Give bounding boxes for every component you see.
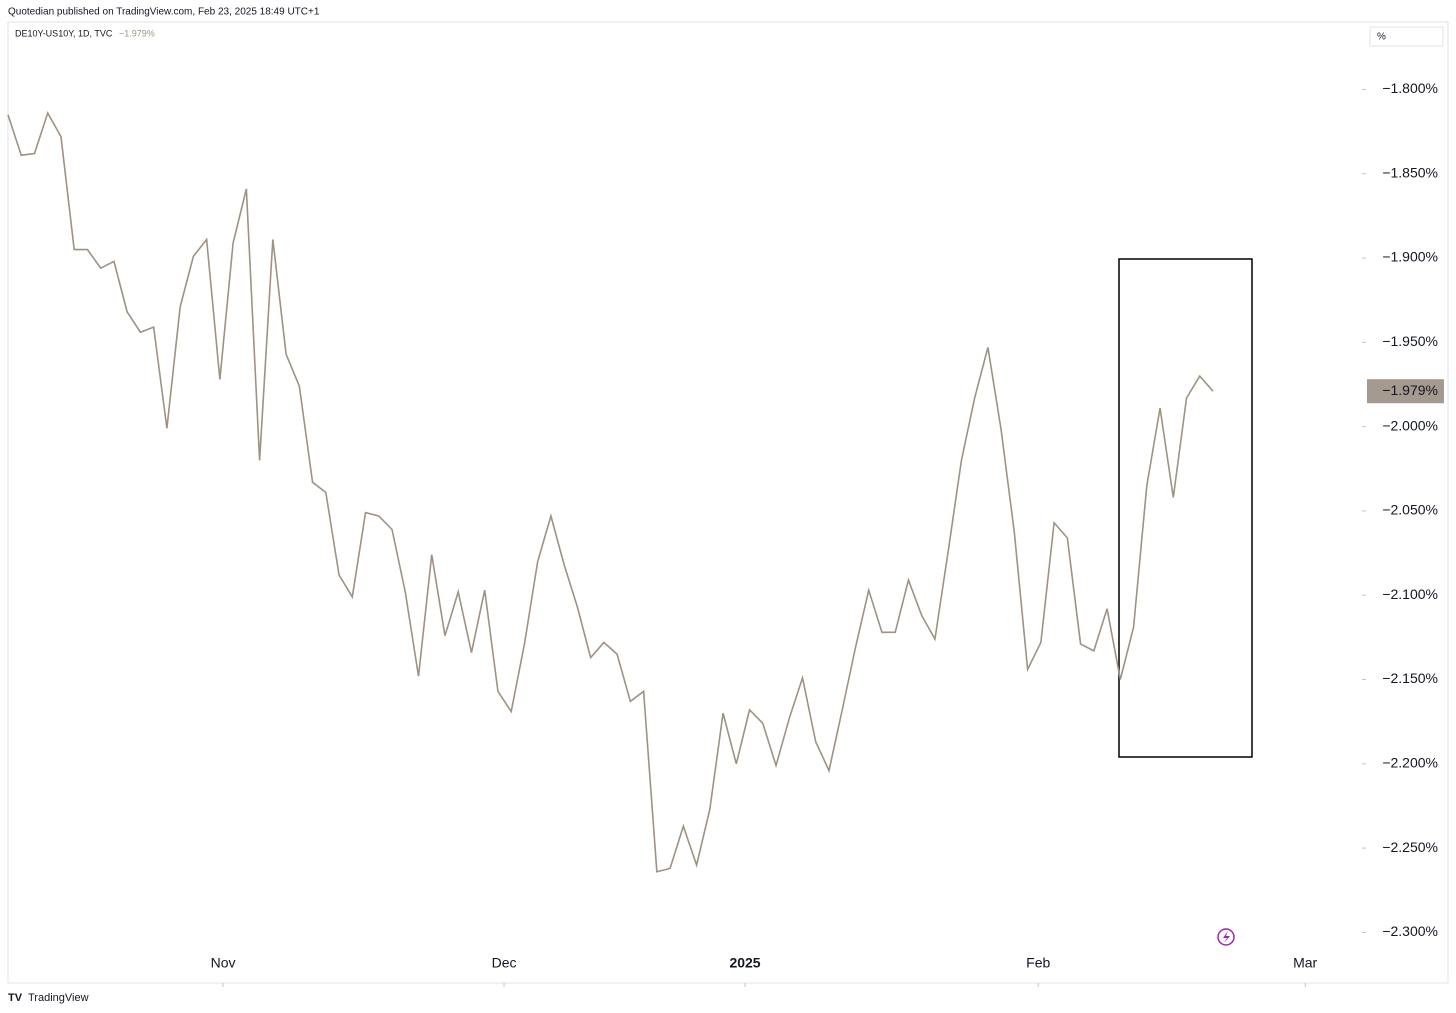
- y-tick-label: −2.300%: [1382, 923, 1438, 939]
- price-tag: [1367, 379, 1444, 404]
- y-tick-label: −2.250%: [1382, 839, 1438, 855]
- event-icon[interactable]: [1217, 928, 1235, 946]
- symbol-label: DE10Y-US10Y, 1D, TVC: [15, 28, 113, 38]
- x-tick-label: Nov: [211, 955, 236, 971]
- x-tick-label: Feb: [1026, 955, 1050, 971]
- scale-label: %: [1377, 32, 1386, 43]
- brand-logo: TV: [8, 992, 23, 1004]
- annotation-box: [1118, 258, 1253, 758]
- brand-name: TradingView: [28, 992, 89, 1004]
- x-tick-label: Mar: [1293, 955, 1317, 971]
- y-tick-label: −2.100%: [1382, 586, 1438, 602]
- price-tag-label: −1.979%: [1382, 382, 1438, 398]
- legend-value: −1.979%: [119, 28, 155, 38]
- y-tick-label: −1.800%: [1382, 80, 1438, 96]
- publish-note: Quotedian published on TradingView.com, …: [8, 7, 320, 18]
- event-bolt: [1223, 931, 1230, 943]
- y-tick-label: −1.950%: [1382, 333, 1438, 349]
- x-tick-label: Dec: [492, 955, 517, 971]
- y-tick-label: −2.000%: [1382, 417, 1438, 433]
- y-tick-label: −2.200%: [1382, 755, 1438, 771]
- x-tick-label: 2025: [729, 955, 760, 971]
- price-line: [7, 111, 1214, 873]
- y-tick-label: −2.050%: [1382, 502, 1438, 518]
- y-tick-label: −1.850%: [1382, 164, 1438, 180]
- y-tick-label: −2.150%: [1382, 670, 1438, 686]
- y-tick-label: −1.900%: [1382, 249, 1438, 265]
- scale-box[interactable]: [1369, 26, 1444, 47]
